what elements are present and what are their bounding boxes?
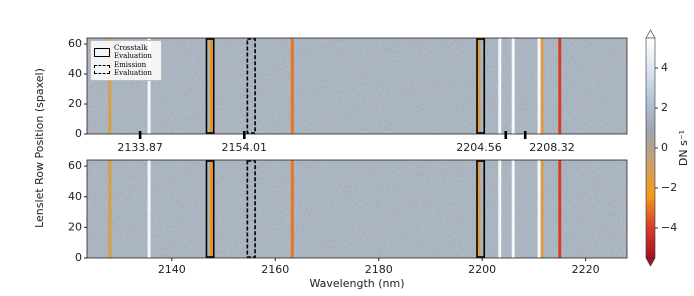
colorbar-tick-label: 2 <box>661 101 668 114</box>
spectral-column <box>511 38 515 134</box>
x-tick-label: 2180 <box>365 263 393 276</box>
y-tick-label: 0 <box>75 251 82 264</box>
evaluation-region <box>205 160 215 258</box>
x-tick-label: 2200 <box>468 263 496 276</box>
spectral-column <box>511 160 515 258</box>
evaluation-region <box>205 38 215 134</box>
y-tick-label: 40 <box>68 190 82 203</box>
colorbar-tick-label: −2 <box>661 181 677 194</box>
spectral-column <box>498 38 502 134</box>
legend-entry: Emission Evaluation <box>94 61 158 77</box>
spectral-column <box>558 160 562 258</box>
y-tick-label: 20 <box>68 97 82 110</box>
spectral-column <box>477 38 481 134</box>
colorbar-tick-label: 0 <box>661 141 668 154</box>
x-tick-label: 2140 <box>158 263 186 276</box>
colorbar-bottom-extend <box>645 257 656 267</box>
heatmap-panel <box>87 38 627 134</box>
evaluation-region <box>476 38 486 134</box>
heatmap-texture <box>87 38 627 134</box>
spectral-column <box>537 38 541 134</box>
legend-swatch <box>94 64 110 74</box>
spectral-column <box>540 38 544 134</box>
plot-frame <box>86 159 628 259</box>
legend: Crosstalk Evaluation Emission Evaluation <box>90 40 162 81</box>
marker-label: 2208.32 <box>529 141 575 154</box>
wavelength-marker <box>523 131 527 139</box>
y-tick-label: 60 <box>68 37 82 50</box>
colorbar-top-extend <box>645 29 656 39</box>
y-tick-label: 40 <box>68 67 82 80</box>
spectral-column <box>290 160 294 258</box>
legend-label: Crosstalk Evaluation <box>114 44 152 60</box>
heatmap-panel <box>87 160 627 258</box>
spectral-column <box>108 160 112 258</box>
marker-label: 2133.87 <box>117 141 163 154</box>
x-tick-label: 2160 <box>261 263 289 276</box>
colorbar-tick-label: 4 <box>661 61 668 74</box>
y-tick-label: 0 <box>75 127 82 140</box>
legend-label: Emission Evaluation <box>114 61 152 77</box>
spectral-column <box>540 160 544 258</box>
colorbar-tick-label: −4 <box>661 221 677 234</box>
wavelength-marker <box>242 131 246 139</box>
colorbar <box>645 37 656 259</box>
plot-frame <box>86 37 628 135</box>
x-axis-label: Wavelength (nm) <box>309 277 404 290</box>
wavelength-marker <box>138 131 142 139</box>
spectral-column <box>498 160 502 258</box>
spectral-column <box>209 38 213 134</box>
wavelength-marker <box>504 131 508 139</box>
x-tick-label: 2220 <box>572 263 600 276</box>
evaluation-region <box>246 38 256 134</box>
spectral-column <box>108 38 112 134</box>
spectral-column <box>290 38 294 134</box>
marker-label: 2154.01 <box>222 141 268 154</box>
legend-entry: Crosstalk Evaluation <box>94 44 158 60</box>
y-axis-label: Lenslet Row Position (spaxel) <box>33 68 46 228</box>
legend-swatch <box>94 47 110 57</box>
evaluation-region <box>246 160 256 258</box>
marker-label: 2204.56 <box>456 141 502 154</box>
y-tick-label: 20 <box>68 220 82 233</box>
spectral-column <box>477 160 481 258</box>
heatmap-texture <box>87 160 627 258</box>
colorbar-label: DN s⁻¹ <box>677 130 690 166</box>
spectral-column <box>209 160 213 258</box>
spectral-column <box>558 38 562 134</box>
evaluation-region <box>476 160 486 258</box>
y-tick-label: 60 <box>68 159 82 172</box>
spectral-column <box>147 38 151 134</box>
spectral-column <box>147 160 151 258</box>
spectral-column <box>537 160 541 258</box>
